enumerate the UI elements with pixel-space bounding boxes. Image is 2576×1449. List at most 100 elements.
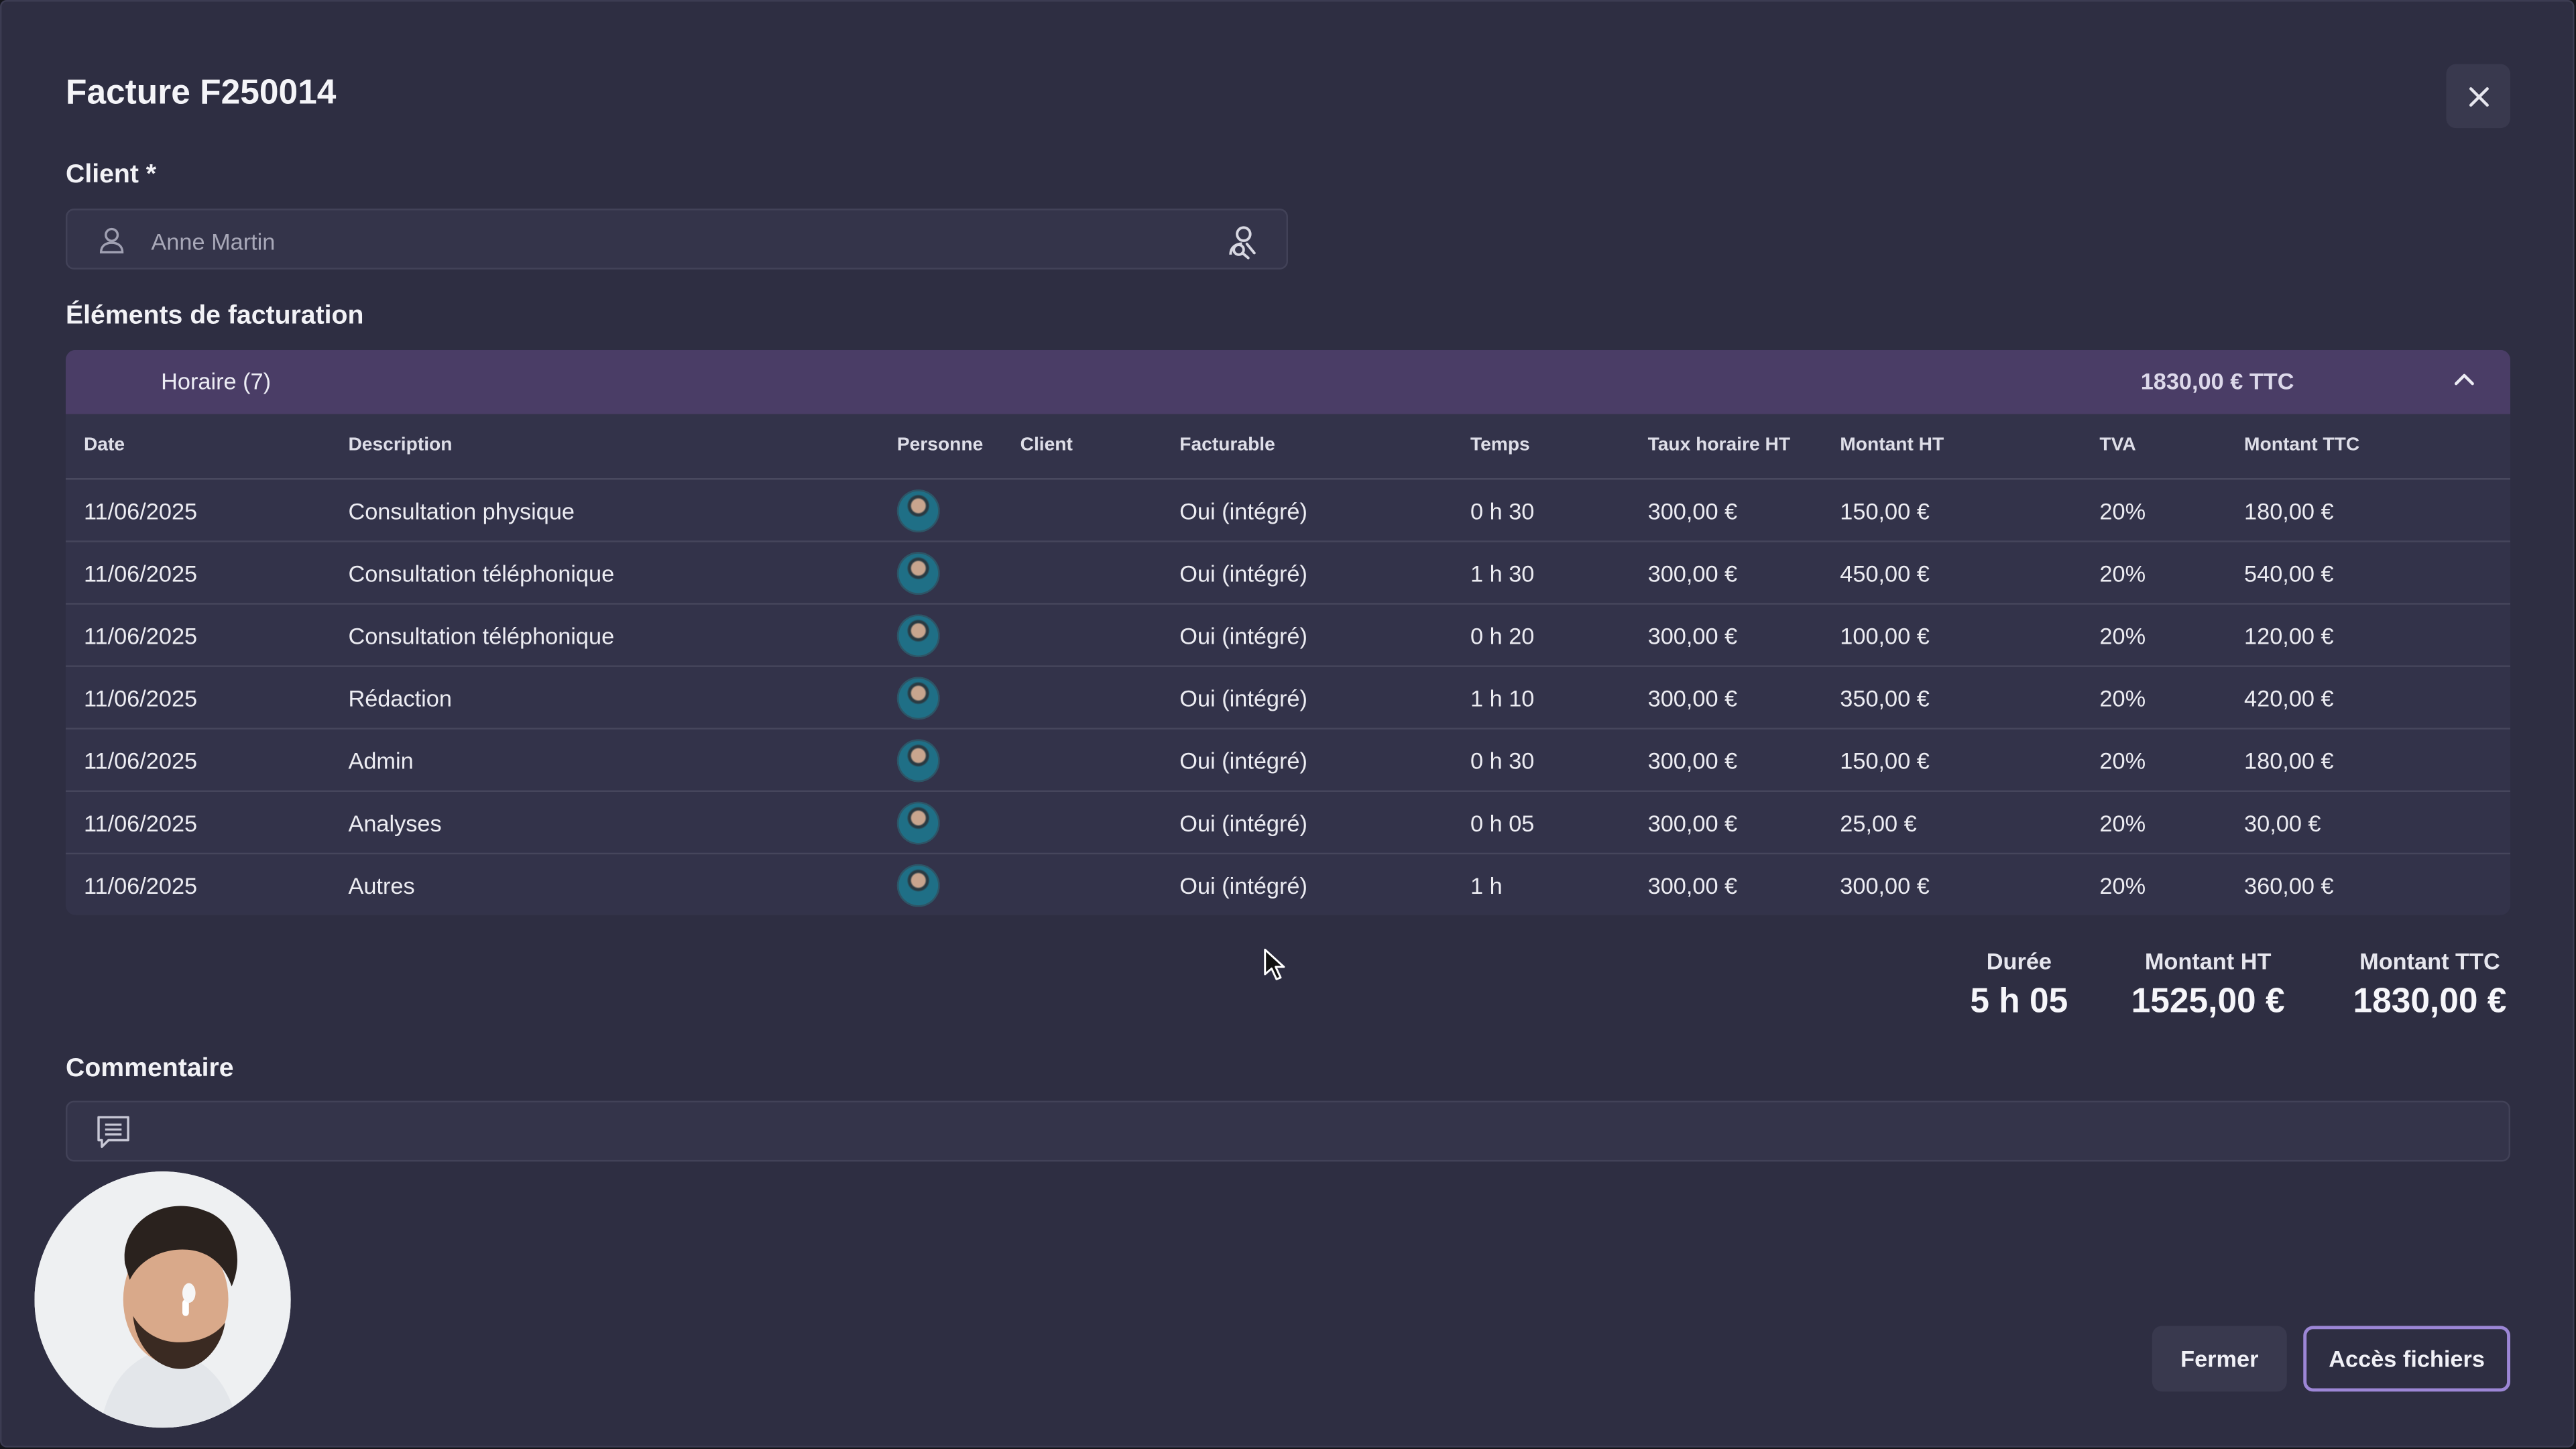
col-personne[interactable]: Personne <box>896 435 984 455</box>
col-tva[interactable]: TVA <box>2099 435 2136 455</box>
cell-facturable: Oui (intégré) <box>1179 498 1307 524</box>
cell-tva: 20% <box>2099 872 2146 899</box>
col-montant-ht[interactable]: Montant HT <box>1840 435 1944 455</box>
summary-ht-value: 1525,00 € <box>2131 982 2285 1021</box>
cell-taux: 300,00 € <box>1647 498 1738 524</box>
client-label: Client * <box>66 161 157 189</box>
avatar <box>896 864 940 907</box>
cell-temps: 1 h 10 <box>1470 685 1535 711</box>
cell-montant-ht: 150,00 € <box>1840 498 1930 524</box>
user-icon <box>99 227 124 253</box>
cell-temps: 1 h <box>1470 872 1503 899</box>
col-temps[interactable]: Temps <box>1470 435 1530 455</box>
page-title: Facture F250014 <box>66 74 337 112</box>
cell-taux: 300,00 € <box>1647 747 1738 774</box>
cell-tva: 20% <box>2099 622 2146 649</box>
comment-input[interactable] <box>152 1102 2486 1160</box>
comment-label: Commentaire <box>66 1055 234 1083</box>
avatar <box>896 801 940 845</box>
table-row[interactable]: 11/06/2025 Consultation physique Oui (in… <box>66 479 2510 542</box>
cell-taux: 300,00 € <box>1647 809 1738 837</box>
mouse-cursor-icon <box>1264 948 1285 980</box>
cell-montant-ht: 350,00 € <box>1840 685 1930 711</box>
cell-temps: 0 h 05 <box>1470 809 1535 837</box>
cell-description: Consultation téléphonique <box>348 560 615 587</box>
cell-facturable: Oui (intégré) <box>1179 622 1307 649</box>
cell-facturable: Oui (intégré) <box>1179 809 1307 837</box>
cell-temps: 1 h 30 <box>1470 560 1535 587</box>
acces-fichiers-button[interactable]: Accès fichiers <box>2303 1326 2510 1392</box>
cell-description: Rédaction <box>348 685 452 711</box>
cell-montant-ht: 25,00 € <box>1840 809 1917 837</box>
chevron-up-icon[interactable] <box>2451 366 2477 392</box>
table-row[interactable]: 11/06/2025 Consultation téléphonique Oui… <box>66 542 2510 605</box>
cell-montant-ht: 150,00 € <box>1840 747 1930 774</box>
cell-montant-ht: 100,00 € <box>1840 622 1930 649</box>
summary-ttc-label: Montant TTC <box>2359 947 2500 975</box>
cell-montant-ttc: 180,00 € <box>2244 498 2334 524</box>
close-button[interactable] <box>2446 64 2510 129</box>
avatar <box>896 614 940 658</box>
cell-date: 11/06/2025 <box>83 872 198 899</box>
client-input[interactable] <box>148 210 1206 272</box>
group-header[interactable]: Horaire (7) 1830,00 € TTC <box>66 349 2510 414</box>
cell-date: 11/06/2025 <box>83 498 198 524</box>
summary-duree-value: 5 h 05 <box>1970 982 2068 1021</box>
cell-facturable: Oui (intégré) <box>1179 685 1307 711</box>
summary-ht-label: Montant HT <box>2144 947 2272 975</box>
cell-tva: 20% <box>2099 809 2146 837</box>
cell-taux: 300,00 € <box>1647 622 1738 649</box>
avatar <box>896 677 940 720</box>
avatar <box>896 489 940 532</box>
webcam-person-image <box>34 1171 291 1428</box>
table-row[interactable]: 11/06/2025 Consultation téléphonique Oui… <box>66 605 2510 667</box>
col-description[interactable]: Description <box>348 435 453 455</box>
cell-taux: 300,00 € <box>1647 685 1738 711</box>
user-search-icon[interactable] <box>1226 223 1262 259</box>
cell-date: 11/06/2025 <box>83 809 198 837</box>
summary-duree-label: Durée <box>1986 947 2052 975</box>
close-icon <box>2468 86 2488 106</box>
comment-icon <box>97 1116 129 1148</box>
table-row[interactable]: 11/06/2025 Autres Oui (intégré) 1 h 300,… <box>66 854 2510 915</box>
col-facturable[interactable]: Facturable <box>1179 435 1275 455</box>
cell-description: Consultation physique <box>348 498 575 524</box>
cell-tva: 20% <box>2099 560 2146 587</box>
cell-facturable: Oui (intégré) <box>1179 560 1307 587</box>
cell-montant-ttc: 540,00 € <box>2244 560 2334 587</box>
col-taux-horaire[interactable]: Taux horaire HT <box>1647 435 1791 455</box>
summary-ttc-value: 1830,00 € <box>2353 982 2507 1021</box>
table-row[interactable]: 11/06/2025 Admin Oui (intégré) 0 h 30 30… <box>66 730 2510 793</box>
cell-temps: 0 h 30 <box>1470 498 1535 524</box>
cell-date: 11/06/2025 <box>83 622 198 649</box>
cell-taux: 300,00 € <box>1647 872 1738 899</box>
cell-description: Autres <box>348 872 415 899</box>
cell-montant-ttc: 180,00 € <box>2244 747 2334 774</box>
col-montant-ttc[interactable]: Montant TTC <box>2244 435 2360 455</box>
comment-field[interactable] <box>66 1100 2510 1162</box>
avatar <box>896 552 940 595</box>
col-client[interactable]: Client <box>1020 435 1073 455</box>
table-row[interactable]: 11/06/2025 Rédaction Oui (intégré) 1 h 1… <box>66 667 2510 730</box>
table-header: Date Description Personne Client Factura… <box>66 414 2510 480</box>
avatar <box>896 739 940 783</box>
cell-temps: 0 h 30 <box>1470 747 1535 774</box>
cell-montant-ttc: 30,00 € <box>2244 809 2321 837</box>
group-total: 1830,00 € TTC <box>2140 367 2294 395</box>
cell-temps: 0 h 20 <box>1470 622 1535 649</box>
group-name: Horaire (7) <box>161 367 272 395</box>
cell-description: Analyses <box>348 809 442 837</box>
client-field[interactable] <box>66 209 1289 272</box>
billing-label: Éléments de facturation <box>66 302 364 331</box>
webcam-overlay <box>34 1171 291 1428</box>
cell-montant-ttc: 420,00 € <box>2244 685 2334 711</box>
cell-tva: 20% <box>2099 498 2146 524</box>
fermer-button[interactable]: Fermer <box>2152 1326 2287 1392</box>
cell-tva: 20% <box>2099 747 2146 774</box>
cell-date: 11/06/2025 <box>83 685 198 711</box>
table-row[interactable]: 11/06/2025 Analyses Oui (intégré) 0 h 05… <box>66 792 2510 855</box>
cell-facturable: Oui (intégré) <box>1179 747 1307 774</box>
col-date[interactable]: Date <box>83 435 125 455</box>
